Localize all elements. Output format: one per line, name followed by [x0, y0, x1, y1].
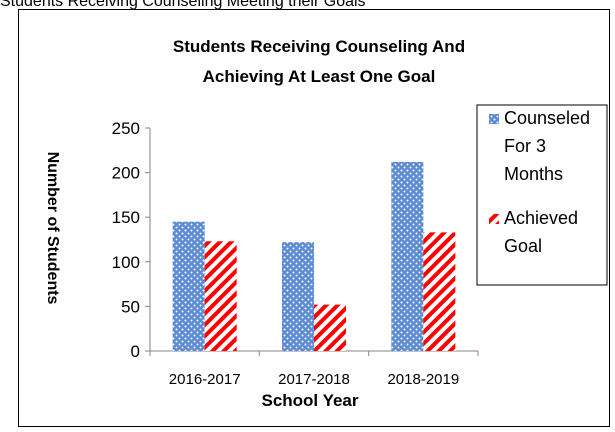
- legend-label: Counseled: [504, 108, 590, 128]
- x-tick-label: 2018-2019: [387, 371, 459, 388]
- legend-label: Goal: [504, 236, 542, 256]
- x-tick-label: 2016-2017: [169, 371, 241, 388]
- legend: Counseled For 3 Months Achieved Goal: [476, 104, 608, 286]
- legend-label: Months: [504, 164, 563, 184]
- y-tick-label: 100: [112, 253, 140, 272]
- y-tick-label: 250: [112, 119, 140, 138]
- x-tick-label: 2017-2018: [278, 371, 350, 388]
- chart-frame: Students Receiving Counseling And Achiev…: [18, 9, 610, 427]
- chart-title-line-2: Achieving At Least One Goal: [203, 67, 436, 86]
- bar-chart: Students Receiving Counseling And Achiev…: [44, 37, 608, 410]
- y-tick-label: 150: [112, 208, 140, 227]
- bar-counseled: [282, 242, 314, 351]
- bar-counseled: [391, 161, 424, 351]
- plot-area: 0 50 100 150 200 250 2016-2017 2017-2018 2018-20…: [112, 119, 479, 388]
- legend-box: [476, 104, 608, 286]
- chart-title-line-1: Students Receiving Counseling And: [173, 37, 465, 56]
- legend-label: For 3: [504, 136, 546, 156]
- bar-counseled: [172, 221, 205, 351]
- y-tick-label: 0: [131, 342, 140, 361]
- y-tick-label: 200: [112, 164, 140, 183]
- bar-achieved: [423, 232, 456, 351]
- x-axis-label: School Year: [261, 391, 358, 410]
- legend-swatch: [489, 114, 499, 124]
- bar-achieved: [204, 241, 237, 351]
- bar-achieved: [314, 304, 346, 351]
- y-axis-label: Number of Students: [44, 152, 61, 305]
- document-heading: Students Receiving Counseling Meeting th…: [0, 0, 366, 10]
- y-tick-label: 50: [121, 297, 140, 316]
- legend-label: Achieved: [504, 208, 578, 228]
- legend-swatch: [489, 214, 499, 224]
